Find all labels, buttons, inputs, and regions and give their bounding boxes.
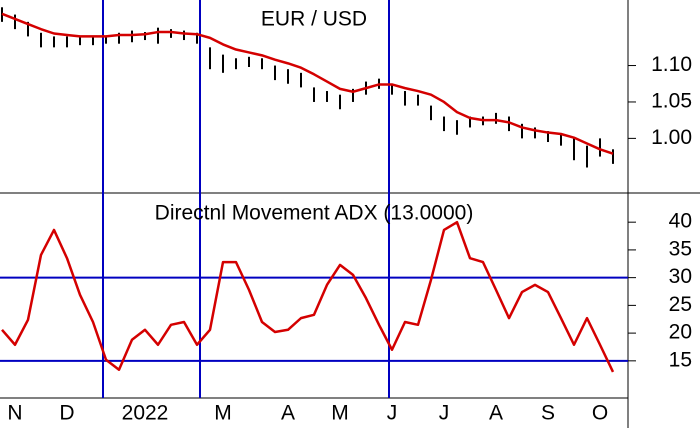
y-tick-label: 20: [669, 321, 692, 344]
y-tick-label: 1.00: [651, 126, 692, 149]
y-tick-label: 1.05: [651, 90, 692, 113]
x-tick-label: D: [59, 402, 74, 425]
x-tick-label: M: [214, 402, 232, 425]
x-tick-label: A: [281, 402, 295, 425]
chart-title: EUR / USD: [261, 8, 367, 31]
line: [1, 220, 615, 373]
x-tick-label: 2022: [122, 402, 169, 425]
x-tick-label: A: [489, 402, 503, 425]
x-tick-label: J: [439, 402, 450, 425]
y-tick-label: 35: [669, 237, 692, 260]
y-tick-label: 40: [669, 210, 692, 233]
x-tick-label: S: [541, 402, 555, 425]
x-tick-label: N: [7, 402, 22, 425]
chart-title: Directnl Movement ADX (13.0000): [155, 202, 474, 225]
y-tick-label: 25: [669, 293, 692, 316]
y-tick-label: 30: [669, 265, 692, 288]
line: [1, 12, 614, 155]
x-tick-label: J: [387, 402, 398, 425]
y-tick-label: 15: [669, 348, 692, 371]
y-tick-label: 1.10: [651, 53, 692, 76]
x-tick-label: O: [592, 402, 608, 425]
x-tick-label: M: [331, 402, 349, 425]
